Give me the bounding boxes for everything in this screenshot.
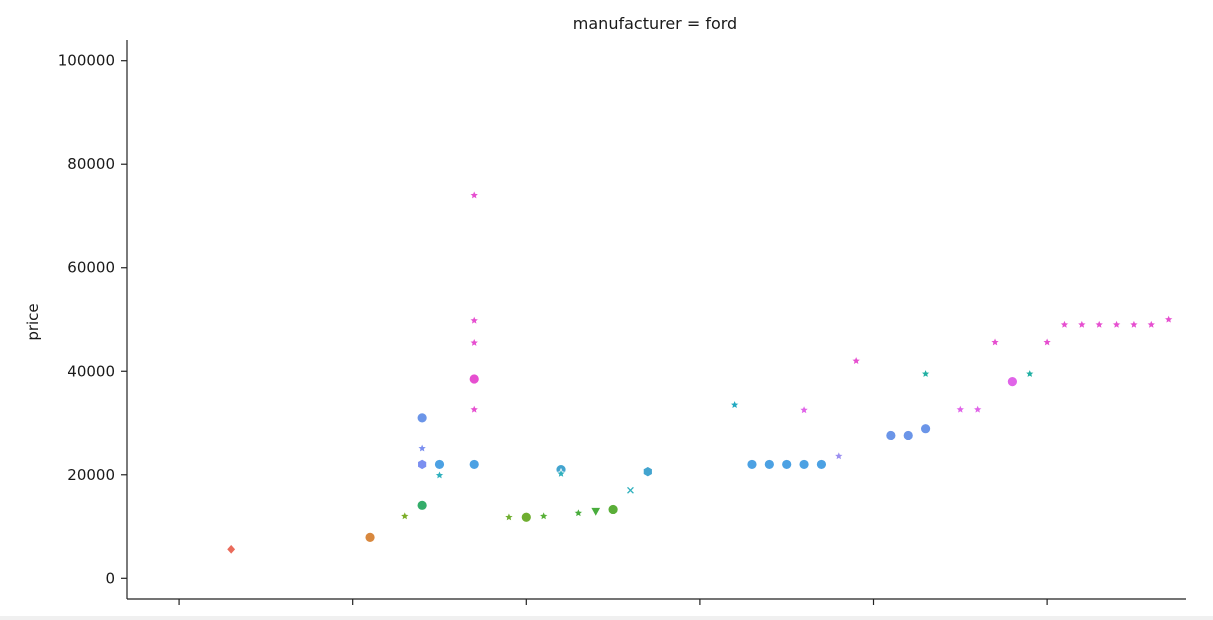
- data-point: [538, 510, 550, 521]
- data-point: [1041, 336, 1053, 347]
- y-tick-label: 0: [105, 569, 115, 587]
- data-point: [1024, 368, 1036, 379]
- y-axis-label: price: [24, 303, 42, 340]
- data-point: [1093, 318, 1105, 330]
- data-point: [468, 336, 480, 348]
- data-point: [1145, 318, 1157, 330]
- data-point: [763, 459, 775, 470]
- data-point: [1111, 318, 1123, 330]
- data-point: [781, 459, 793, 470]
- data-point: [520, 511, 532, 523]
- data-point: [729, 399, 741, 410]
- y-tick-label: 60000: [67, 259, 115, 277]
- data-point: [417, 458, 428, 471]
- data-point: [416, 412, 428, 424]
- data-point: [590, 507, 602, 518]
- data-point: [416, 499, 428, 511]
- data-point: [902, 430, 914, 441]
- data-point: [798, 459, 810, 470]
- bottom-divider: [0, 616, 1213, 620]
- y-tick-label: 40000: [67, 362, 115, 380]
- y-ticks: 0 20000 40000 60000 80000 100000: [58, 52, 127, 587]
- data-point: [555, 467, 567, 479]
- data-point: [885, 430, 897, 441]
- data-point: [468, 459, 480, 470]
- data-point: [816, 459, 827, 470]
- data-point: [625, 485, 636, 495]
- data-point: [399, 510, 411, 521]
- data-point: [364, 532, 376, 543]
- y-tick-label: 20000: [67, 466, 115, 484]
- data-point: [1076, 318, 1088, 330]
- data-point: [416, 442, 428, 454]
- data-point: [1058, 318, 1071, 330]
- data-point: [503, 511, 515, 522]
- y-tick-label: 100000: [58, 52, 115, 70]
- data-point: [607, 504, 619, 515]
- data-point: [468, 373, 480, 385]
- data-point: [226, 543, 237, 555]
- data-point: [833, 450, 845, 461]
- y-tick-label: 80000: [67, 155, 115, 173]
- data-point: [850, 355, 862, 366]
- data-point: [798, 404, 810, 415]
- data-point: [989, 336, 1001, 347]
- data-point: [468, 403, 480, 415]
- data-point: [954, 403, 966, 415]
- data-point: [1128, 318, 1140, 330]
- chart-title: manufacturer = ford: [573, 14, 737, 33]
- data-point: [434, 459, 445, 470]
- data-point: [746, 459, 758, 470]
- data-point: [920, 368, 932, 379]
- data-point: [1006, 376, 1018, 388]
- data-point: [1163, 313, 1175, 325]
- data-point: [433, 469, 446, 481]
- data-point: [920, 423, 931, 435]
- data-point: [468, 189, 480, 200]
- data-point: [972, 403, 984, 415]
- data-points: [226, 189, 1175, 555]
- data-point: [468, 314, 480, 326]
- x-ticks: [178, 599, 1048, 605]
- data-point: [572, 507, 584, 518]
- data-point: [642, 466, 653, 478]
